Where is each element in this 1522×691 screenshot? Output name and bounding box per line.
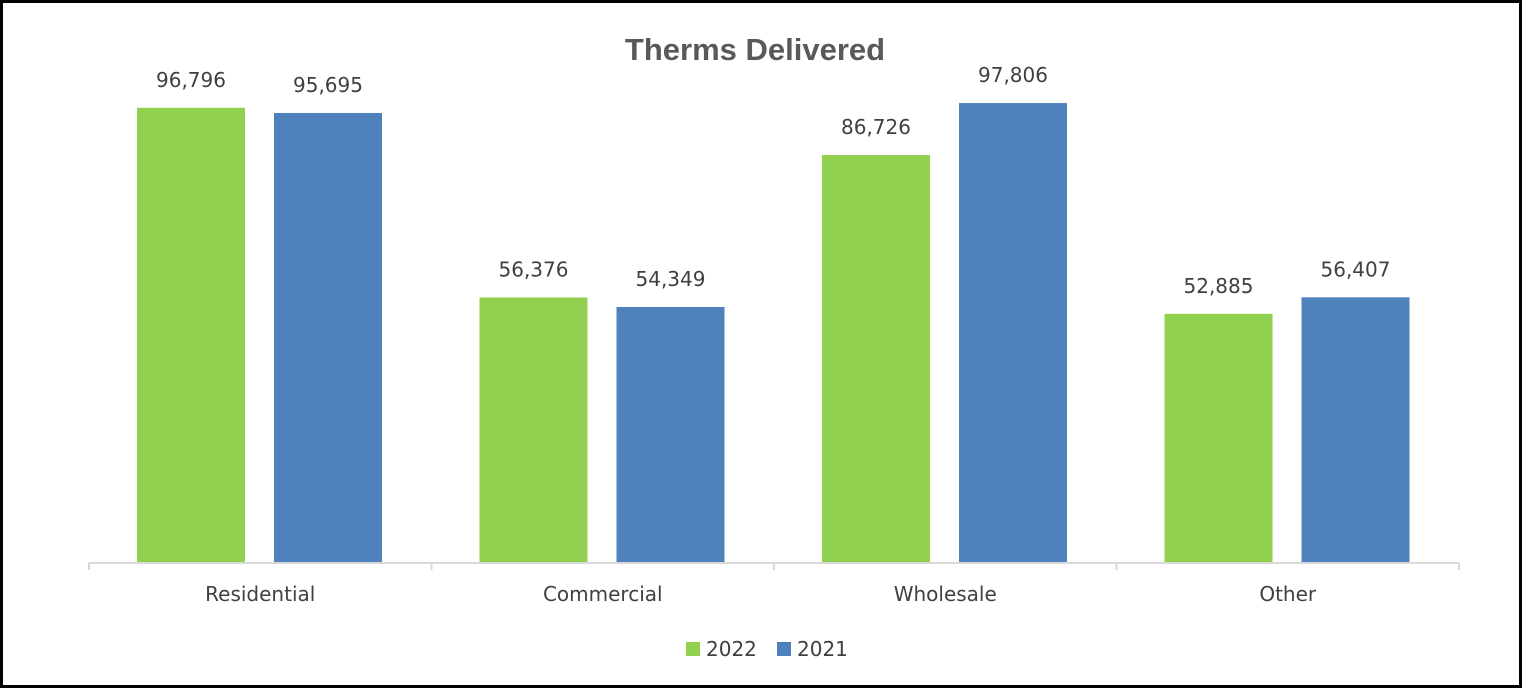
data-label: 97,806 (978, 63, 1048, 87)
legend-swatch-2022 (686, 642, 700, 656)
bar-2021-commercial (616, 306, 725, 562)
bar-2022-other (1164, 313, 1273, 562)
legend-label-2021: 2021 (797, 637, 848, 661)
x-tick-label: Wholesale (894, 582, 997, 606)
data-label: 56,407 (1321, 257, 1391, 281)
legend-label-2022: 2022 (706, 637, 757, 661)
data-label: 52,885 (1184, 274, 1254, 298)
bar-2021-other (1301, 297, 1410, 562)
data-label: 86,726 (841, 115, 911, 139)
legend-swatch-2021 (777, 642, 791, 656)
bar-2022-residential (137, 107, 245, 563)
x-tick-label: Residential (205, 582, 315, 606)
data-label: 56,376 (499, 257, 569, 281)
bars-group: 96,796 56,376 86,726 52,885 95,695 54,349 97,8… (137, 63, 1410, 563)
bar-2021-wholesale (959, 103, 1067, 563)
x-tick-label: Commercial (543, 582, 663, 606)
x-tick-label: Other (1259, 582, 1317, 606)
bar-2022-wholesale (822, 155, 930, 562)
data-label: 95,695 (293, 73, 363, 97)
legend: 2022 2021 (686, 637, 848, 661)
data-label: 96,796 (156, 68, 226, 92)
bar-2021-residential (274, 112, 382, 562)
bar-2022-commercial (479, 297, 588, 562)
x-axis: Residential Commercial Wholesale Other (88, 562, 1460, 606)
chart-title: Therms Delivered (625, 32, 885, 67)
bar-chart: Therms Delivered 96,796 56,376 86,726 52,88… (88, 32, 1460, 661)
data-label: 54,349 (636, 267, 706, 291)
